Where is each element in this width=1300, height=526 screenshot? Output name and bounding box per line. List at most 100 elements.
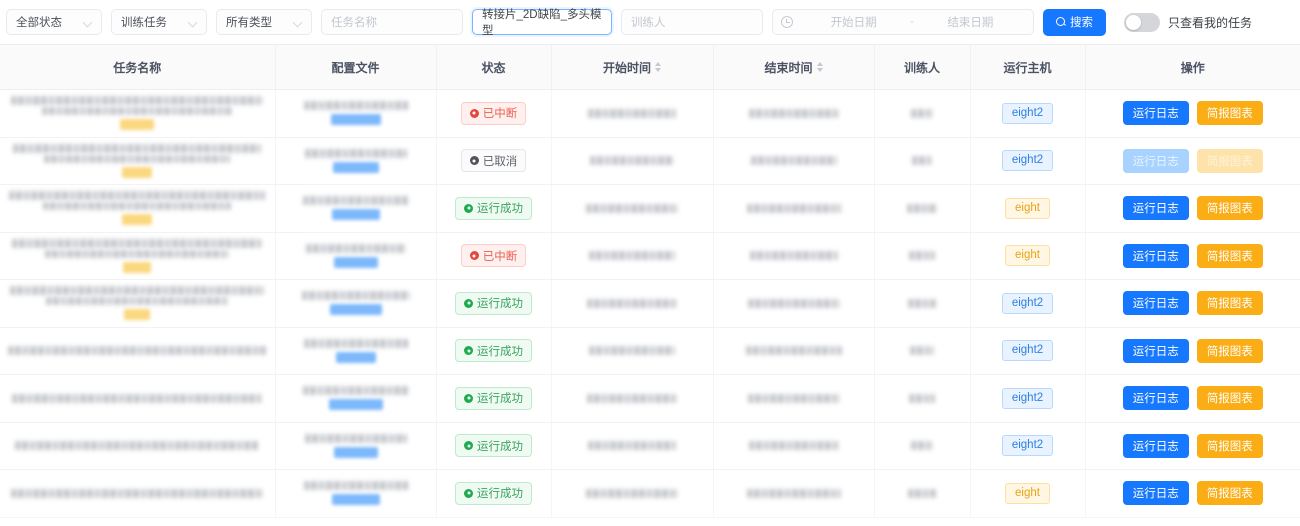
cell-host: eight2: [970, 89, 1086, 138]
table-row[interactable]: 运行成功 eight2 运行日志 简报图表: [0, 327, 1300, 375]
my-tasks-toggle[interactable]: [1124, 12, 1160, 32]
cell-start-time: [551, 89, 714, 138]
run-log-button[interactable]: 运行日志: [1122, 481, 1189, 506]
redacted-text: [910, 346, 934, 356]
cell-actions: 运行日志 简报图表: [1085, 279, 1300, 328]
report-chart-button[interactable]: 简报图表: [1196, 481, 1263, 506]
model-name-input[interactable]: 转接片_2D缺陷_多头模型: [472, 9, 612, 37]
trainer-placeholder: 训练人: [631, 17, 666, 29]
redacted-text: [304, 433, 407, 443]
search-button[interactable]: 搜索: [1043, 8, 1106, 36]
status-badge-label: 运行成功: [477, 345, 523, 358]
status-badge-label: 运行成功: [477, 440, 523, 453]
cell-start-time: [551, 232, 714, 280]
redacted-text: [590, 156, 674, 166]
status-badge-label: 已中断: [482, 250, 518, 263]
cell-actions: 运行日志 简报图表: [1085, 89, 1300, 138]
status-select[interactable]: 全部状态: [6, 9, 102, 35]
run-log-button[interactable]: 运行日志: [1122, 243, 1189, 268]
config-file-tag: [330, 114, 381, 126]
trainer-input[interactable]: 训练人: [621, 9, 763, 35]
redacted-text: [45, 249, 230, 258]
redacted-text: [745, 346, 842, 356]
all-types-select[interactable]: 所有类型: [216, 9, 312, 35]
task-type-select[interactable]: 训练任务: [111, 9, 207, 35]
chevron-down-icon: [293, 18, 302, 27]
table-header-label: 操作: [1180, 60, 1205, 75]
table-header-row: 任务名称 配置文件 状态 开始时间 结束时间 训练人 运行主机 操作: [0, 44, 1300, 90]
cell-status: 已取消: [436, 137, 552, 185]
report-chart-button[interactable]: 简报图表: [1196, 243, 1263, 268]
run-log-button[interactable]: 运行日志: [1122, 196, 1189, 221]
redacted-text: [587, 298, 677, 308]
report-chart-button[interactable]: 简报图表: [1196, 291, 1263, 316]
table-header-end_time[interactable]: 结束时间: [713, 44, 875, 90]
chevron-down-icon: [188, 18, 197, 27]
cell-task-name: [0, 327, 276, 375]
redacted-text: [747, 393, 840, 403]
sort-toggle-icon[interactable]: [816, 62, 823, 72]
cell-start-time: [551, 422, 714, 470]
cell-config-file: [275, 232, 437, 280]
run-log-button[interactable]: 运行日志: [1122, 338, 1189, 363]
cell-status: 运行成功: [436, 279, 552, 328]
run-log-button[interactable]: 运行日志: [1122, 101, 1189, 126]
date-range-picker[interactable]: 开始日期 - 结束日期: [772, 9, 1034, 35]
config-file-tag: [331, 209, 380, 221]
redacted-text: [305, 243, 406, 253]
table-row[interactable]: 已中断 eight 运行日志 简报图表: [0, 232, 1300, 280]
table-row[interactable]: 运行成功 eight2 运行日志 简报图表: [0, 374, 1300, 423]
cell-task-name: [0, 184, 276, 233]
cell-end-time: [713, 279, 875, 328]
table-header-start_time[interactable]: 开始时间: [551, 44, 714, 90]
cell-host: eight: [970, 469, 1086, 518]
task-name-input[interactable]: 任务名称: [321, 9, 463, 35]
redacted-text: [746, 203, 841, 213]
redacted-text: [907, 203, 937, 213]
table-header-label: 运行主机: [1003, 60, 1052, 75]
status-badge-label: 运行成功: [477, 488, 523, 501]
report-chart-button[interactable]: 简报图表: [1196, 386, 1263, 411]
cell-trainer: [874, 184, 971, 233]
cell-host: eight2: [970, 327, 1086, 375]
cell-task-name: [0, 137, 276, 185]
table-row[interactable]: 运行成功 eight2 运行日志 简报图表: [0, 422, 1300, 470]
redacted-text: [908, 298, 936, 308]
table-row[interactable]: 运行成功 eight2 运行日志 简报图表: [0, 279, 1300, 328]
table-row[interactable]: 已中断 eight2 运行日志 简报图表: [0, 89, 1300, 138]
report-chart-button[interactable]: 简报图表: [1196, 433, 1263, 458]
redacted-text: [13, 143, 262, 153]
cell-host: eight2: [970, 422, 1086, 470]
status-dot-icon: [464, 393, 473, 403]
cell-task-name: [0, 469, 276, 518]
cell-host: eight2: [970, 279, 1086, 328]
date-range-separator: -: [910, 16, 914, 28]
table-row[interactable]: 已取消 eight2 运行日志 简报图表: [0, 137, 1300, 185]
status-badge-label: 运行成功: [477, 298, 523, 311]
run-log-button[interactable]: 运行日志: [1122, 291, 1189, 316]
report-chart-button[interactable]: 简报图表: [1196, 338, 1263, 363]
run-log-button[interactable]: 运行日志: [1122, 386, 1189, 411]
cell-actions: 运行日志 简报图表: [1085, 327, 1300, 375]
table-header-task_name: 任务名称: [0, 44, 276, 90]
table-header-label: 结束时间: [764, 60, 813, 75]
task-name-tag: [122, 214, 153, 226]
cell-task-name: [0, 232, 276, 280]
sort-toggle-icon[interactable]: [655, 62, 661, 72]
redacted-text: [303, 481, 408, 491]
redacted-text: [301, 291, 410, 301]
table-row[interactable]: 运行成功 eight 运行日志 简报图表: [0, 184, 1300, 233]
clock-icon: [781, 16, 793, 28]
run-log-button[interactable]: 运行日志: [1122, 433, 1189, 458]
tasks-table-container: 任务名称 配置文件 状态 开始时间 结束时间 训练人 运行主机 操作 已中断 eight2 运行日…: [0, 44, 1300, 518]
status-badge: 已中断: [460, 101, 527, 125]
report-chart-button[interactable]: 简报图表: [1196, 196, 1263, 221]
status-badge-label: 运行成功: [477, 203, 523, 216]
table-row[interactable]: 运行成功 eight 运行日志 简报图表: [0, 469, 1300, 518]
redacted-text: [908, 488, 936, 498]
config-file-tag: [328, 399, 383, 411]
cell-trainer: [874, 422, 971, 470]
redacted-text: [588, 108, 676, 118]
report-chart-button[interactable]: 简报图表: [1196, 101, 1263, 126]
redacted-text: [12, 393, 263, 403]
